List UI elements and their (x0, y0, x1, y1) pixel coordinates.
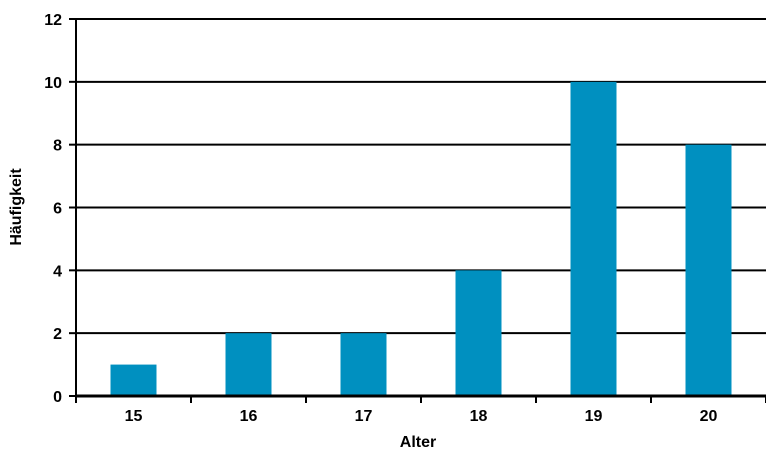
gridlines (76, 18, 766, 335)
bar-18 (455, 270, 502, 396)
y-tick-label-12: 12 (44, 12, 62, 29)
x-tick-label-16: 16 (240, 408, 258, 425)
x-tick-label-19: 19 (585, 408, 603, 425)
bar-19 (570, 81, 617, 396)
y-tick-labels: 0 2 4 6 8 10 12 (44, 12, 62, 406)
x-tick-label-20: 20 (700, 408, 718, 425)
y-tick-label-6: 6 (53, 201, 62, 218)
y-tick-label-10: 10 (44, 75, 62, 92)
axes (69, 18, 766, 403)
bars (110, 81, 732, 396)
x-axis-title: Alter (400, 434, 436, 451)
bar-15 (110, 364, 157, 396)
y-tick-label-2: 2 (53, 326, 62, 343)
y-axis-title: Häufigkeit (8, 168, 25, 246)
x-tick-labels: 15 16 17 18 19 20 (125, 408, 718, 425)
x-tick-label-15: 15 (125, 408, 143, 425)
bar-17 (340, 333, 387, 396)
bar-16 (225, 333, 272, 396)
y-tick-label-4: 4 (53, 263, 62, 280)
y-tick-label-0: 0 (53, 389, 62, 406)
y-tick-label-8: 8 (53, 138, 62, 155)
x-tick-label-17: 17 (355, 408, 373, 425)
bar-20 (685, 144, 732, 396)
x-tick-label-18: 18 (470, 408, 488, 425)
